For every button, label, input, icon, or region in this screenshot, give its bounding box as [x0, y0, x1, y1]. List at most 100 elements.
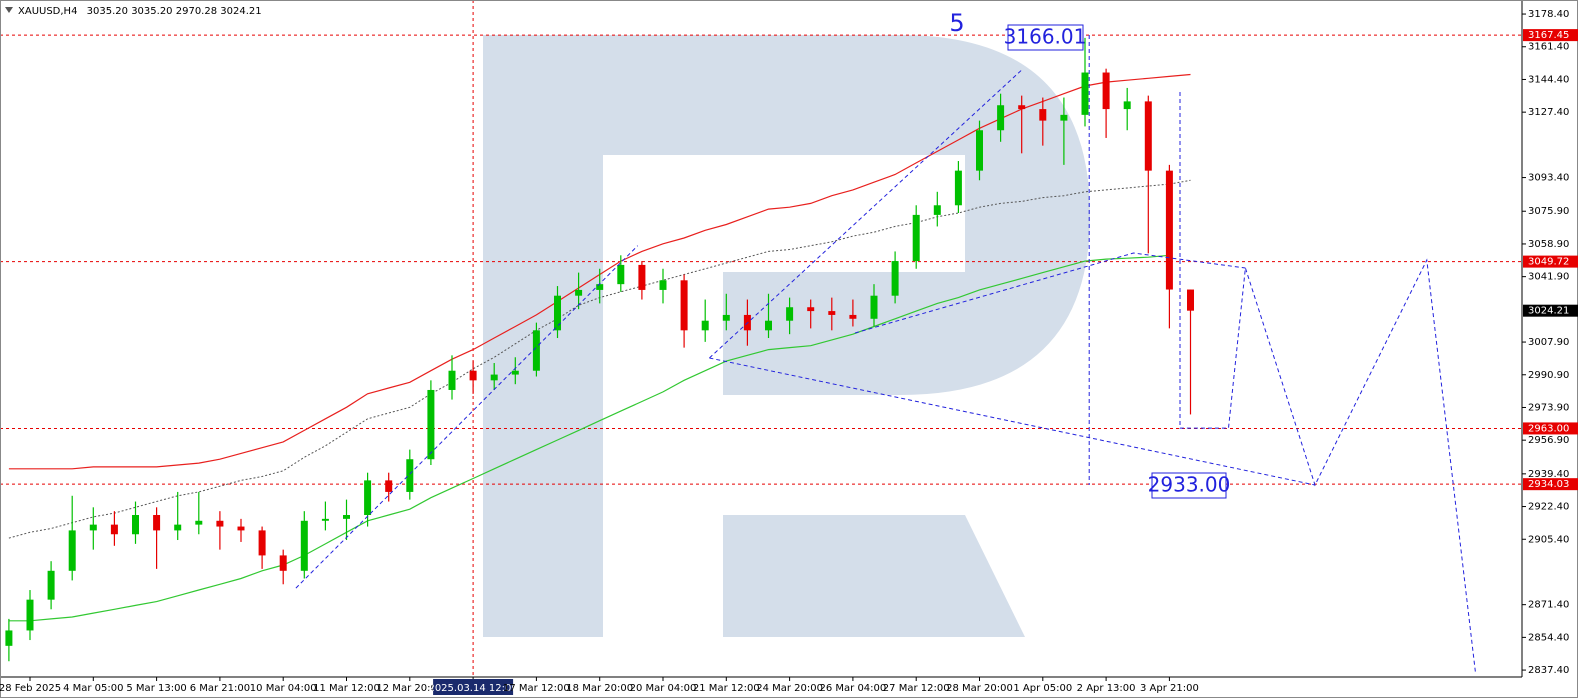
x-tick-label: 21 Mar 12:00 — [693, 683, 760, 694]
candle-body — [5, 630, 13, 646]
candle-body — [638, 264, 646, 290]
y-tick-label: 2837.40 — [1528, 665, 1569, 676]
candle-body — [195, 520, 203, 525]
x-tick-label: 27 Mar 12:00 — [883, 683, 950, 694]
y-tick-label: 2939.40 — [1528, 469, 1569, 480]
y-tick-label: 2956.90 — [1528, 435, 1569, 446]
x-tick-label: 12 Mar 20:00 — [376, 683, 443, 694]
candle-body — [1039, 109, 1047, 121]
ohlc-value: 3024.21 — [220, 6, 261, 17]
x-tick-label: 18 Mar 20:00 — [566, 683, 633, 694]
x-tick-label: 17 Mar 12:00 — [503, 683, 570, 694]
x-tick-label: 28 Mar 20:00 — [946, 683, 1013, 694]
candle-body — [68, 530, 76, 571]
y-tick-label: 2973.90 — [1528, 402, 1569, 413]
y-tick-label: 3041.90 — [1528, 272, 1569, 283]
watermark — [723, 515, 1025, 637]
wave-line — [854, 252, 1246, 334]
candle-body — [1060, 114, 1068, 121]
x-tick-label: 5 Mar 13:00 — [126, 683, 186, 694]
wave-line — [709, 357, 1316, 486]
moving-average — [8, 254, 1170, 622]
chart-title: XAUUSD,H4 3035.20 3035.20 2970.28 3024.2… — [18, 6, 262, 17]
candle-body — [786, 307, 794, 321]
annotation: 2933.00 — [1148, 473, 1231, 497]
candle-body — [997, 105, 1005, 131]
x-tick-label: 26 Mar 04:00 — [820, 683, 887, 694]
candle-body — [216, 520, 224, 527]
x-tick-label: 24 Mar 20:00 — [756, 683, 823, 694]
candle-body — [680, 280, 688, 331]
y-tick-label: 2905.40 — [1528, 534, 1569, 545]
symbol-icon — [5, 7, 13, 13]
wave-line — [295, 245, 639, 589]
candle-body — [89, 524, 97, 531]
y-tick-label: 2990.90 — [1528, 370, 1569, 381]
y-tick-label: 3144.40 — [1528, 74, 1569, 85]
annotation: 3166.01 — [1004, 25, 1087, 49]
x-tick-label: 2 Apr 13:00 — [1077, 683, 1136, 694]
x-tick-label: 4 Mar 05:00 — [63, 683, 123, 694]
y-tick-label: 2871.40 — [1528, 600, 1569, 611]
candle-body — [1081, 72, 1089, 115]
x-tick-label: 6 Mar 21:00 — [190, 683, 250, 694]
candle-body — [364, 480, 372, 516]
annotation-box — [1151, 472, 1227, 499]
candle-body — [532, 330, 540, 371]
candle-body — [110, 524, 118, 535]
candle-body — [406, 459, 414, 492]
x-tick-label: 10 Mar 04:00 — [250, 683, 317, 694]
price-level-label: 3049.72 — [1528, 257, 1569, 268]
candle-body — [511, 370, 519, 375]
candle-body — [1102, 72, 1110, 110]
x-tick-label: 28 Feb 2025 — [0, 683, 61, 694]
crosshair-label: 2025.03.14 12:00 — [428, 683, 517, 694]
candle-body — [448, 370, 456, 390]
y-tick-label: 3075.90 — [1528, 206, 1569, 217]
current-price-label: 3024.21 — [1528, 306, 1569, 317]
candle-body — [132, 515, 139, 535]
y-tick-label: 3093.40 — [1528, 173, 1569, 184]
y-tick-label: 3178.40 — [1528, 9, 1569, 20]
candle-body — [321, 518, 329, 521]
candle-body — [47, 570, 55, 600]
candle-body — [385, 480, 393, 492]
candle-body — [575, 289, 583, 296]
crosshair-label-bg — [433, 679, 514, 695]
price-level-tag — [1523, 422, 1578, 435]
candle-body — [912, 214, 920, 262]
x-tick-label: 1 Apr 05:00 — [1013, 683, 1072, 694]
candle-body — [153, 515, 161, 531]
candle-body — [300, 520, 308, 571]
candle-body — [174, 524, 182, 531]
symbol: XAUUSD,H4 — [18, 6, 77, 17]
y-tick-label: 3127.40 — [1528, 107, 1569, 118]
x-tick-label: 20 Mar 04:00 — [630, 683, 697, 694]
ohlc-value: 2970.28 — [176, 6, 217, 17]
candle-body — [1018, 105, 1026, 110]
candle-body — [954, 170, 962, 206]
current-price-tag — [1523, 304, 1578, 317]
ohlc-value: 3035.20 — [87, 6, 128, 17]
y-tick-label: 3007.90 — [1528, 337, 1569, 348]
candle-body — [891, 261, 899, 296]
candle-body — [870, 295, 878, 319]
wave-label: 5 — [949, 9, 964, 37]
price-level-label: 2934.03 — [1528, 479, 1569, 490]
ohlc-value: 3035.20 — [131, 6, 172, 17]
y-tick-label: 3058.90 — [1528, 239, 1569, 250]
candle-body — [1123, 101, 1131, 110]
candle-body — [469, 370, 477, 381]
watermark — [483, 35, 1090, 637]
annotation-box — [1007, 24, 1084, 51]
price-level-tag — [1523, 29, 1578, 42]
candle-body — [807, 307, 815, 312]
candle-body — [1165, 170, 1173, 290]
price-level-label: 2963.00 — [1528, 423, 1569, 434]
candle-body — [849, 314, 857, 319]
candle-body — [659, 280, 667, 290]
candle-body — [617, 264, 625, 285]
wave-line — [1179, 92, 1476, 673]
candle-body — [427, 389, 435, 460]
